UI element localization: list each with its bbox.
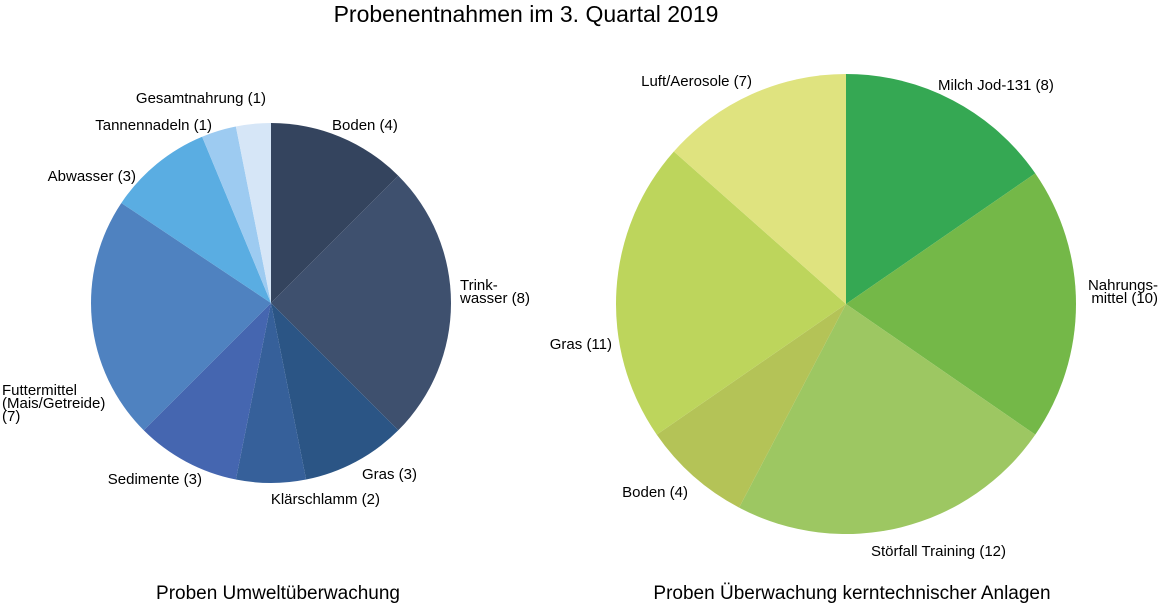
- slice-label: Luft/Aerosole (7): [641, 73, 752, 90]
- slice-label-line: Tannennadeln (1): [95, 117, 212, 134]
- slice-label-line: Gras (11): [550, 336, 612, 353]
- slice-label-line: Störfall Training (12): [871, 543, 1006, 560]
- slice-label: Futtermittel (Mais/Getreide) (7): [2, 382, 105, 425]
- slice-label: Sedimente (3): [108, 471, 202, 488]
- slice-label-line: Sedimente (3): [108, 471, 202, 488]
- pie-slice: [235, 303, 307, 483]
- slice-label: Störfall Training (12): [871, 543, 1006, 560]
- slice-label-line: Gras (3): [362, 466, 417, 483]
- slice-label: Tannennadeln (1): [95, 117, 212, 134]
- pie-slice: [673, 74, 846, 304]
- pie-slice: [121, 136, 271, 303]
- slice-label-line: mittel (10): [1091, 290, 1158, 307]
- slice-label-line: Trink-: [460, 277, 498, 294]
- slice-label-line: Gesamtnahrung (1): [136, 90, 266, 107]
- pie-slice: [656, 304, 846, 508]
- pie-kerntechnische-anlagen: Milch Jod-131 (8) Nahrungs-mittel (10) Stö…: [550, 73, 1158, 560]
- slice-label: Gras (11): [550, 336, 612, 353]
- slice-label-line: Boden (4): [622, 484, 688, 501]
- slice-label: Trink-wasser (8): [459, 277, 530, 307]
- slice-label: Abwasser (3): [48, 168, 136, 185]
- slice-label: Boden (4): [332, 117, 398, 134]
- caption-umweltueberwachung: Proben Umweltüberwachung: [156, 583, 400, 604]
- slice-label: Gesamtnahrung (1): [136, 90, 266, 107]
- pie-slice: [235, 123, 271, 303]
- slice-label-line: Luft/Aerosole (7): [641, 73, 752, 90]
- slice-label: Nahrungs-mittel (10): [1088, 277, 1158, 307]
- pie-slice: [271, 123, 399, 303]
- slice-label-line: (Mais/Getreide): [2, 395, 105, 412]
- pie-slice: [143, 303, 271, 480]
- slice-label: Klärschlamm (2): [271, 491, 380, 508]
- slice-label-line: Klärschlamm (2): [271, 491, 380, 508]
- pie-slice: [271, 303, 399, 480]
- slice-label-line: Nahrungs-: [1088, 277, 1158, 294]
- caption-kerntechnische-anlagen: Proben Überwachung kerntechnischer Anlag…: [653, 583, 1050, 604]
- pie-slice: [202, 126, 271, 304]
- slice-label: Gras (3): [362, 466, 417, 483]
- slice-label-line: wasser (8): [459, 290, 530, 307]
- slice-label-line: Abwasser (3): [48, 168, 136, 185]
- pie-slice: [271, 175, 452, 431]
- slice-label-line: Milch Jod-131 (8): [938, 77, 1054, 94]
- pie-umweltueberwachung: Boden (4) Trink-wasser (8) Gras (3) Klärsch…: [2, 90, 530, 508]
- figure-title: Probenentnahmen im 3. Quartal 2019: [334, 1, 719, 27]
- slice-label: Milch Jod-131 (8): [938, 77, 1054, 94]
- pie-slice: [91, 203, 271, 431]
- pie-slice: [846, 173, 1077, 435]
- pie-slice: [739, 304, 1036, 534]
- slice-label-line: (7): [2, 408, 20, 425]
- pie-slice: [615, 151, 846, 435]
- slice-label-line: Boden (4): [332, 117, 398, 134]
- slice-label-line: Futtermittel: [2, 382, 77, 399]
- slice-label: Boden (4): [622, 484, 688, 501]
- pie-slice: [846, 74, 1036, 304]
